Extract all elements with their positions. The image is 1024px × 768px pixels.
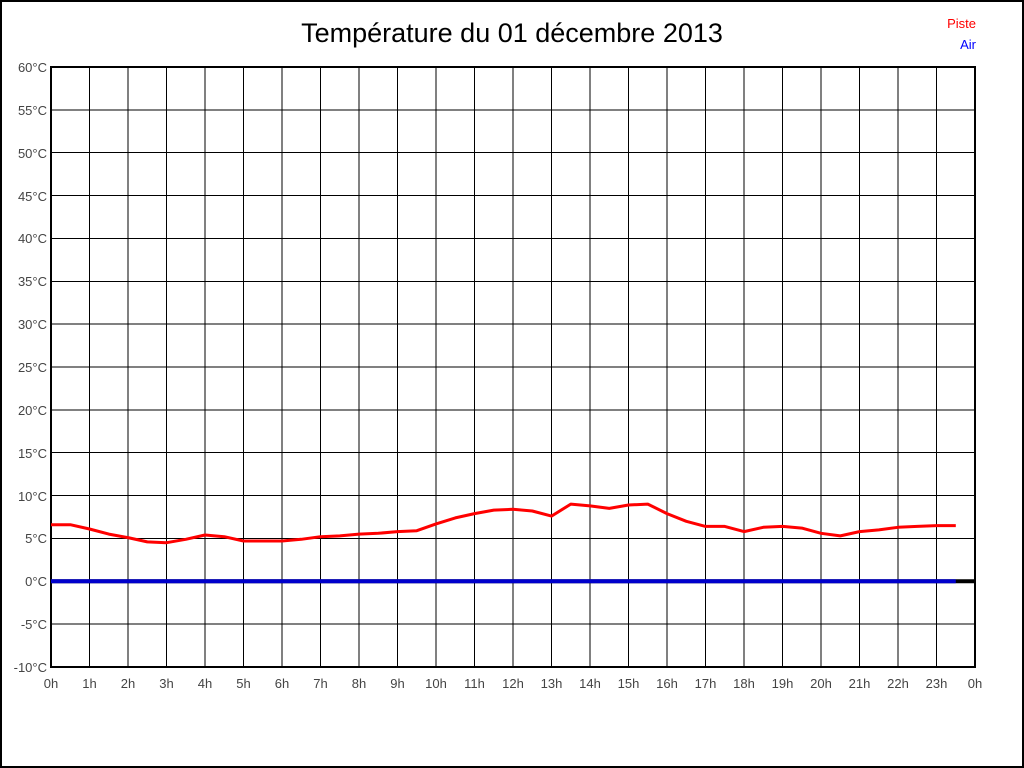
- y-tick-label: -10°C: [13, 660, 47, 675]
- y-tick-label: 5°C: [25, 531, 47, 547]
- x-tick-label: 11h: [464, 676, 485, 691]
- x-tick-label: 22h: [887, 676, 909, 691]
- x-tick-label: 14h: [579, 676, 601, 691]
- x-tick-label: 9h: [390, 676, 405, 691]
- y-tick-label: 30°C: [17, 317, 47, 333]
- x-tick-label: 8h: [351, 676, 367, 691]
- y-tick-label: 60°C: [17, 60, 47, 75]
- x-tick-label: 20h: [810, 676, 832, 691]
- legend-entry-piste: Piste: [947, 16, 976, 31]
- y-tick-label: 40°C: [17, 231, 47, 247]
- x-tick-label: 18h: [733, 676, 755, 691]
- legend-entry-air: Air: [960, 37, 976, 52]
- x-tick-label: 3h: [159, 676, 174, 691]
- x-tick-label: 0h: [967, 676, 983, 691]
- y-tick-label: 15°C: [17, 445, 47, 461]
- y-tick-label: 0°C: [25, 574, 47, 590]
- x-tick-label: 12h: [502, 676, 524, 691]
- x-tick-label: 4h: [197, 676, 213, 691]
- y-tick-label: 50°C: [17, 145, 47, 161]
- x-tick-label: 6h: [274, 676, 290, 691]
- x-tick-label: 21h: [848, 676, 871, 691]
- legend: Piste Air: [947, 13, 976, 55]
- series-line-piste: [51, 502, 956, 545]
- chart-title: Température du 01 décembre 2013: [301, 18, 723, 48]
- x-tick-label: 19h: [771, 676, 794, 691]
- plot-frame: [50, 66, 976, 668]
- x-tick-label: 15h: [617, 676, 640, 691]
- y-tick-label: 25°C: [17, 360, 47, 375]
- x-tick-label: 13h: [540, 676, 563, 691]
- x-tick-label: 5h: [236, 676, 251, 691]
- x-tick-label: 16h: [656, 676, 678, 691]
- y-tick-label: 20°C: [17, 402, 47, 418]
- x-tick-label: 23h: [925, 676, 948, 691]
- x-tick-label: 17h: [694, 676, 717, 691]
- x-tick-label: 7h: [313, 676, 328, 691]
- x-tick-label: 0h: [43, 676, 59, 691]
- y-tick-label: 55°C: [17, 102, 47, 118]
- y-tick-label: 45°C: [17, 188, 47, 204]
- x-tick-label: 2h: [120, 676, 136, 691]
- x-tick-label: 1h: [82, 676, 97, 691]
- x-tick-label: 10h: [425, 676, 447, 691]
- y-tick-label: 10°C: [17, 488, 47, 504]
- y-tick-label: 35°C: [17, 274, 47, 290]
- y-tick-label: -5°C: [20, 617, 47, 633]
